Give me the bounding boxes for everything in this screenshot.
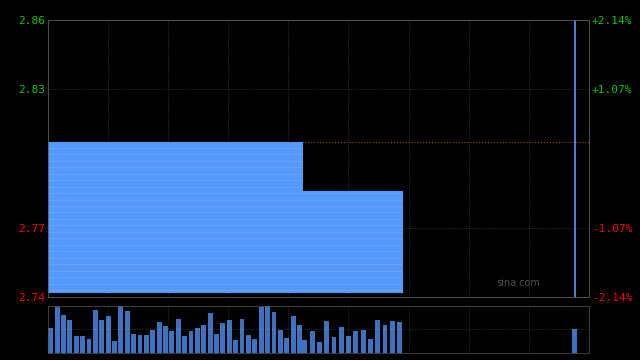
Bar (227, 320, 232, 353)
Bar (157, 322, 161, 353)
Bar (259, 307, 264, 353)
Bar (189, 331, 193, 353)
Bar (317, 342, 322, 353)
Bar (74, 336, 79, 353)
Bar (112, 341, 117, 353)
Bar (48, 328, 53, 353)
Bar (390, 321, 395, 353)
Bar (195, 328, 200, 353)
Bar (61, 315, 66, 353)
Bar (397, 322, 402, 353)
Bar (176, 319, 180, 353)
Bar (150, 330, 155, 353)
Bar (208, 313, 212, 353)
Bar (202, 325, 206, 353)
Bar (332, 337, 337, 353)
Bar (106, 316, 111, 353)
Bar (383, 325, 387, 353)
Bar (572, 329, 577, 353)
Bar (246, 335, 251, 353)
Bar (138, 335, 143, 353)
Bar (233, 340, 238, 353)
Bar (324, 321, 329, 353)
Bar (265, 306, 270, 353)
Bar (48, 142, 302, 292)
Bar (214, 334, 219, 353)
Bar (361, 330, 365, 353)
Bar (239, 319, 244, 353)
Bar (54, 307, 60, 353)
Bar (163, 326, 168, 353)
Bar (339, 327, 344, 353)
Bar (86, 339, 92, 353)
Bar (144, 335, 149, 353)
Bar (310, 332, 315, 353)
Bar (303, 340, 307, 353)
Bar (93, 310, 98, 353)
Bar (252, 339, 257, 353)
Bar (297, 325, 302, 353)
Bar (346, 336, 351, 353)
Bar (353, 331, 358, 353)
Bar (271, 312, 276, 353)
Bar (170, 331, 174, 353)
Bar (368, 339, 373, 353)
Bar (118, 306, 124, 353)
Text: sina.com: sina.com (497, 278, 541, 288)
Bar (125, 311, 130, 353)
Bar (80, 336, 85, 353)
Bar (284, 338, 289, 353)
Bar (131, 334, 136, 353)
Bar (67, 320, 72, 353)
Bar (278, 330, 283, 353)
Bar (291, 316, 296, 353)
Bar (221, 323, 225, 353)
Bar (375, 320, 380, 353)
Bar (182, 336, 187, 353)
Bar (99, 320, 104, 353)
Bar (302, 191, 402, 292)
